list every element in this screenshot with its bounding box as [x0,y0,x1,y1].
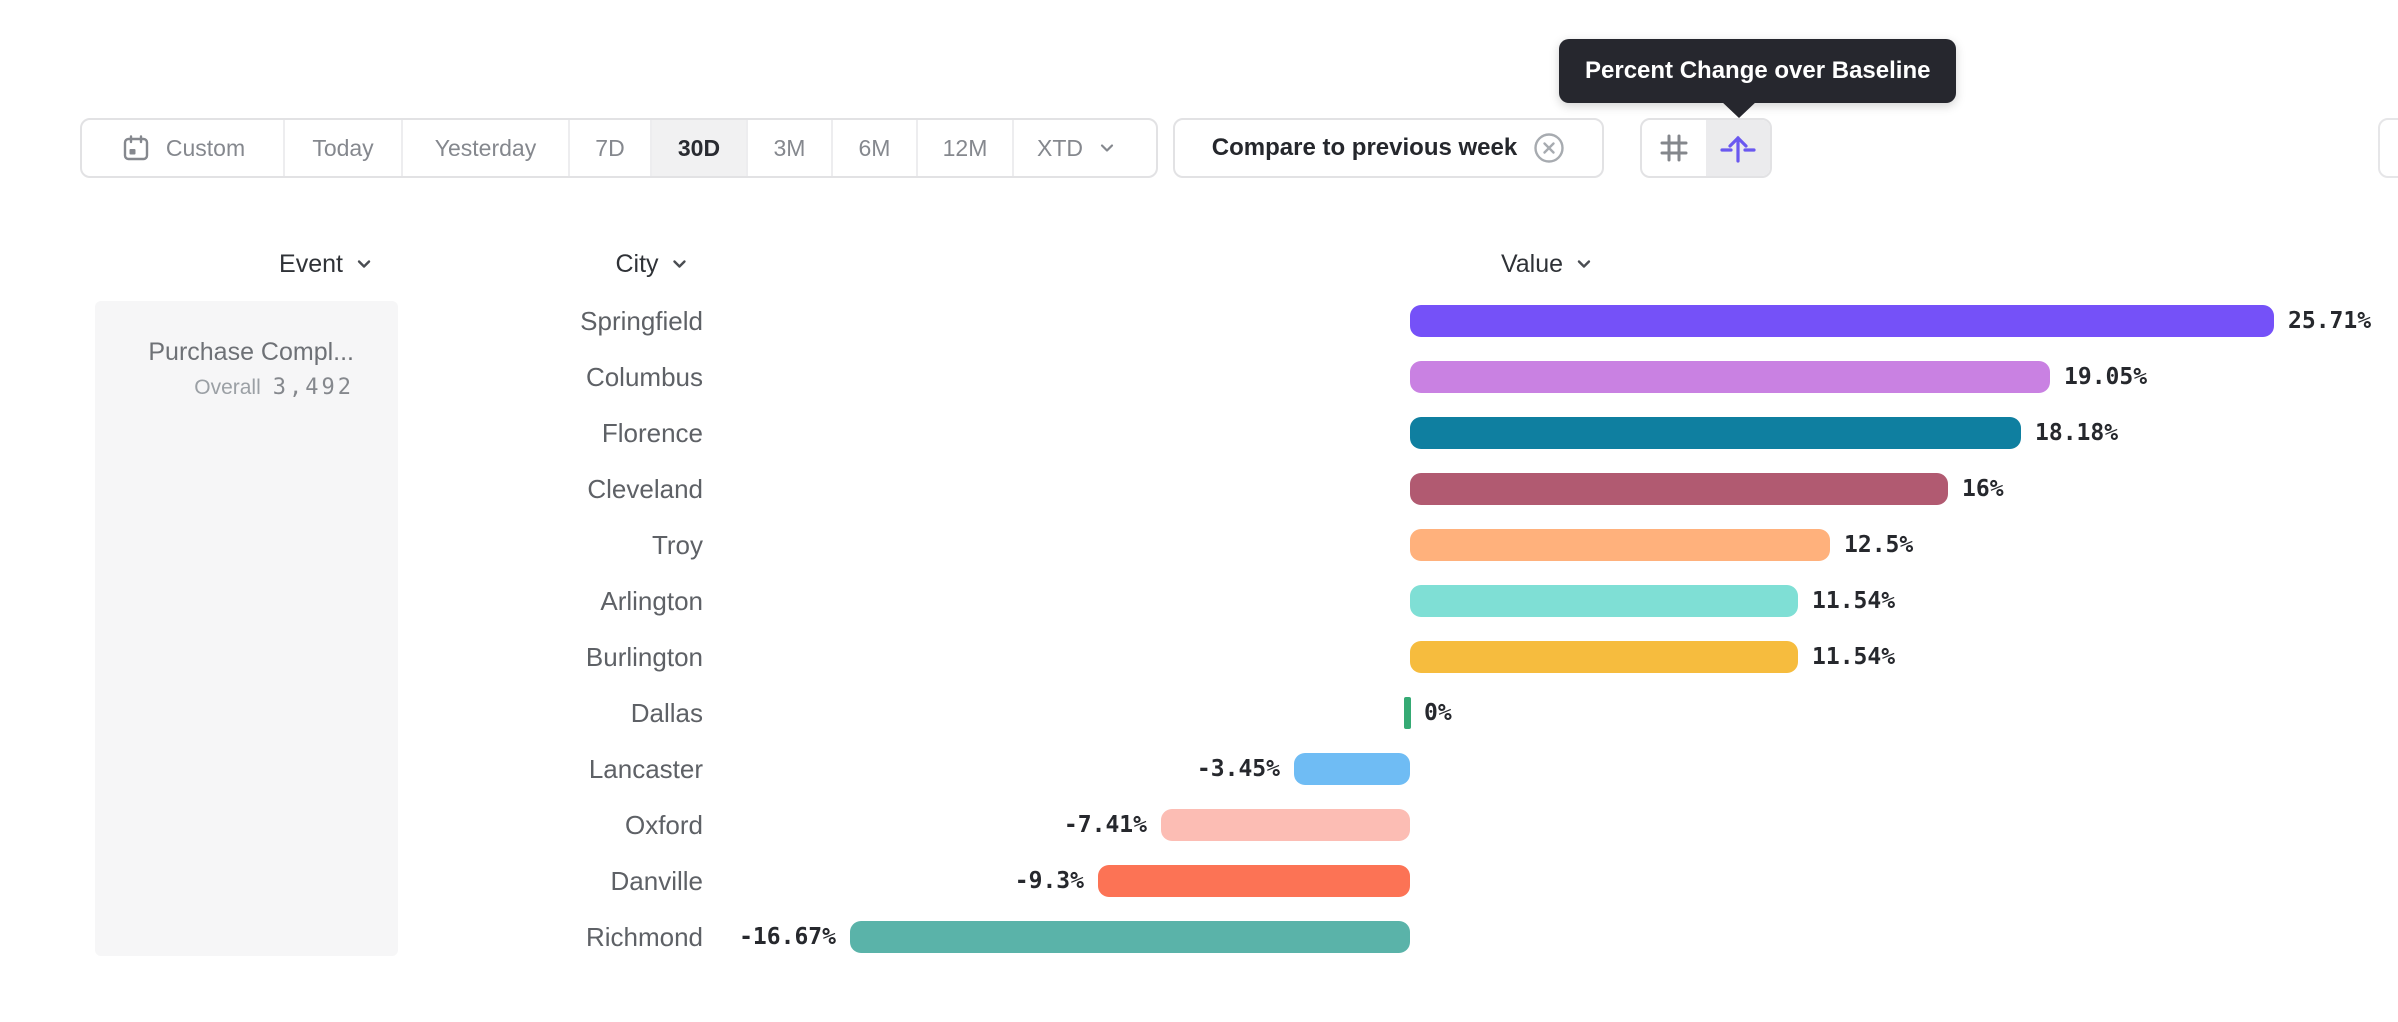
value-bar[interactable] [1410,473,1948,505]
column-header-city[interactable]: City [615,240,690,288]
table-row: Dallas 0% [0,685,2398,741]
value-bar[interactable] [1410,529,1830,561]
bar-value-label: -7.41% [1063,812,1147,838]
value-bar[interactable] [1404,697,1411,729]
bar-value-label: 19.05% [2064,364,2148,390]
table-row: Florence 18.18% [0,405,2398,461]
value-bar[interactable] [1098,865,1410,897]
date-range-label: 30D [677,134,721,161]
value-view-toggle [1640,118,1772,178]
event-panel: Purchase Compl... Overall 3,492 [95,301,398,956]
date-range-30d[interactable]: 30D [650,120,746,176]
value-bar[interactable] [1410,361,2050,393]
date-range-today[interactable]: Today [283,120,401,176]
city-label: Arlington [600,586,703,616]
date-range-12m[interactable]: 12M [916,120,1012,176]
table-row: Arlington 11.54% [0,573,2398,629]
bar-value-label: -16.67% [739,924,836,950]
table-row: Troy 12.5% [0,517,2398,573]
table-row: Burlington 11.54% [0,629,2398,685]
chevron-down-icon [1097,138,1117,158]
calendar-icon [120,132,152,164]
table-row: Columbus 19.05% [0,349,2398,405]
date-range-yesterday[interactable]: Yesterday [401,120,568,176]
value-bar[interactable] [1161,809,1410,841]
city-label: Columbus [585,362,703,392]
date-range-label: 6M [858,134,891,161]
bar-value-label: 12.5% [1844,532,1914,558]
column-header-value[interactable]: Value [1501,240,1595,288]
chevron-down-icon [1573,253,1595,275]
bar-value-label: 11.54% [1812,644,1896,670]
date-range-label: 12M [942,134,988,161]
clipped-right-control[interactable] [2378,118,2398,178]
table-row: Cleveland 16% [0,461,2398,517]
percent-change-view-button[interactable] [1706,120,1770,176]
compare-label: Compare to previous week [1211,134,1518,161]
overall-label: Overall [194,376,261,399]
bar-value-label: 0% [1424,700,1452,726]
compare-pill[interactable]: Compare to previous week [1173,118,1604,178]
hash-icon [1656,130,1692,166]
date-range-control: Custom Today Yesterday 7D 30D 3M 6M 12M … [80,118,1158,178]
value-bar[interactable] [1410,641,1798,673]
event-name[interactable]: Purchase Compl... [148,338,354,366]
date-range-label: Custom [165,134,246,161]
bar-value-label: 16% [1962,476,2004,502]
table-row: Springfield 25.71% [0,293,2398,349]
numbers-view-button[interactable] [1642,120,1706,176]
date-range-6m[interactable]: 6M [831,120,916,176]
city-label: Richmond [585,922,703,952]
city-label: Springfield [580,306,703,336]
value-bar[interactable] [1410,585,1798,617]
city-label: Troy [651,530,703,560]
bar-value-label: 11.54% [1812,588,1896,614]
tooltip-percent-change: Percent Change over Baseline [1559,39,1957,103]
city-label: Burlington [585,642,703,672]
city-label: Oxford [624,810,703,840]
table-row: Danville -9.3% [0,853,2398,909]
bar-value-label: 18.18% [2035,420,2119,446]
city-label: Danville [610,866,704,896]
percent-change-arrow-icon [1719,129,1757,167]
tooltip-text: Percent Change over Baseline [1585,57,1931,84]
table-row: Richmond -16.67% [0,909,2398,965]
column-header-event[interactable]: Event [279,240,375,288]
event-header-label: Event [279,249,343,278]
bar-value-label: -3.45% [1196,756,1280,782]
value-bar[interactable] [1294,753,1410,785]
bar-value-label: 25.71% [2288,308,2372,334]
chevron-down-icon [353,253,375,275]
city-header-label: City [615,249,659,278]
bar-chart-rows: Springfield 25.71% Columbus 19.05% Flore… [0,293,2398,965]
table-row: Lancaster -3.45% [0,741,2398,797]
date-range-label: Today [312,134,374,161]
city-label: Lancaster [588,754,703,784]
city-label: Dallas [630,698,703,728]
value-bar[interactable] [1410,417,2021,449]
chevron-down-icon [669,253,691,275]
tooltip-caret [1720,100,1758,118]
value-bar[interactable] [850,921,1410,953]
overall-value: 3,492 [272,375,354,400]
date-range-xtd[interactable]: XTD [1012,120,1140,176]
date-range-7d[interactable]: 7D [568,120,650,176]
toolbar: Custom Today Yesterday 7D 30D 3M 6M 12M … [0,118,2398,178]
event-overall: Overall 3,492 [115,375,354,400]
date-range-3m[interactable]: 3M [746,120,831,176]
table-row: Oxford -7.41% [0,797,2398,853]
x-circle-icon[interactable] [1533,132,1565,164]
bar-value-label: -9.3% [1014,868,1084,894]
value-bar[interactable] [1410,305,2274,337]
value-header-label: Value [1500,249,1564,278]
city-label: Cleveland [587,474,703,504]
date-range-label: Yesterday [434,134,537,161]
city-label: Florence [601,418,703,448]
date-range-label: 3M [773,134,806,161]
date-range-label: 7D [595,134,625,161]
date-range-custom[interactable]: Custom [82,120,283,176]
date-range-label: XTD [1037,134,1083,161]
